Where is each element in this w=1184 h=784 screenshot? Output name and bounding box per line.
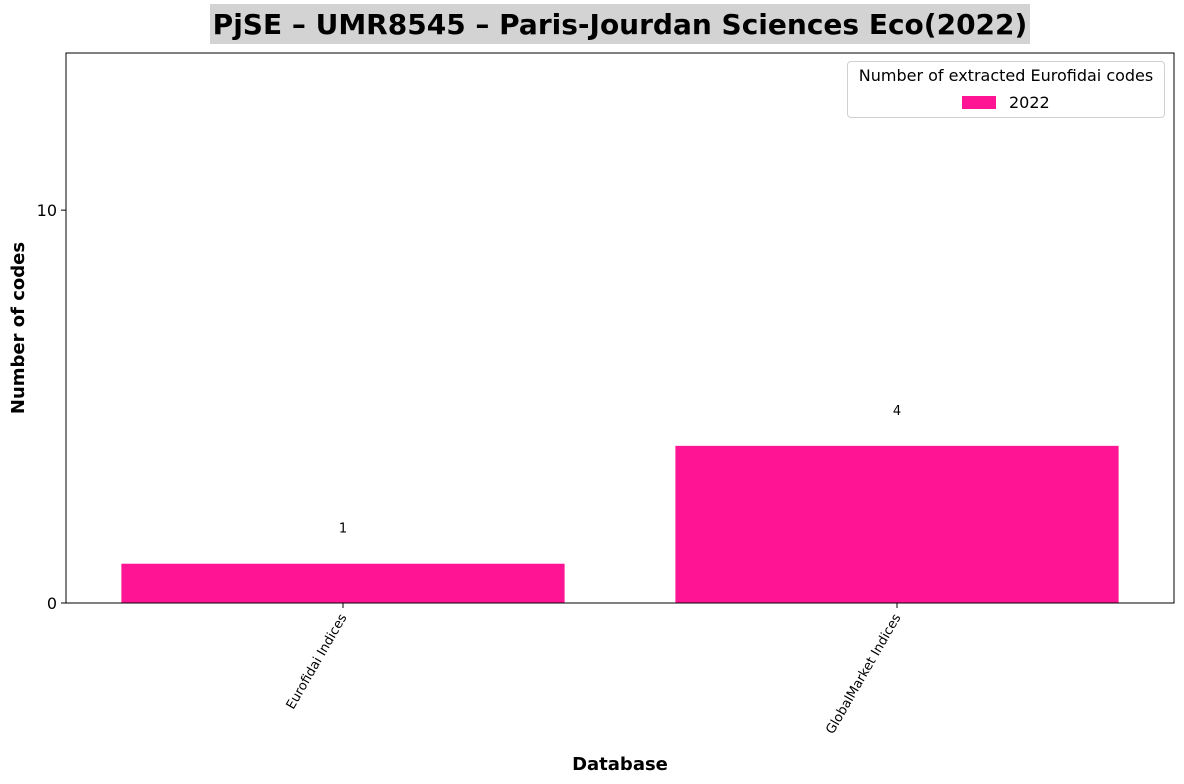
legend: Number of extracted Eurofidai codes 2022 [847, 61, 1165, 118]
y-tick-label-1: 0 [47, 594, 57, 613]
chart-title-box: PjSE – UMR8545 – Paris-Jourdan Sciences … [210, 4, 1030, 44]
x-axis-title: Database [572, 754, 668, 775]
data-labels-layer: 14 [339, 404, 901, 537]
bar-2 [675, 445, 1119, 603]
x-tick-label-2: GlobalMarket Indices [823, 611, 904, 737]
bar-1 [121, 563, 565, 603]
legend-title: Number of extracted Eurofidai codes [858, 66, 1154, 85]
data-label-2: 4 [893, 404, 901, 419]
legend-swatch-2022 [962, 96, 996, 109]
y-axis: 0 10 [37, 201, 66, 613]
bars-layer [121, 445, 1119, 603]
data-label-1: 1 [339, 522, 347, 537]
y-tick-label-2: 10 [37, 201, 57, 220]
legend-label-2022: 2022 [1009, 93, 1050, 112]
x-tick-label-1: Eurofidai Indices [284, 611, 351, 712]
plot-area-frame [65, 52, 1175, 604]
y-axis-title: Number of codes [8, 242, 29, 414]
x-axis: Eurofidai Indices GlobalMarket Indices [284, 603, 905, 737]
chart-title: PjSE – UMR8545 – Paris-Jourdan Sciences … [212, 7, 1028, 41]
